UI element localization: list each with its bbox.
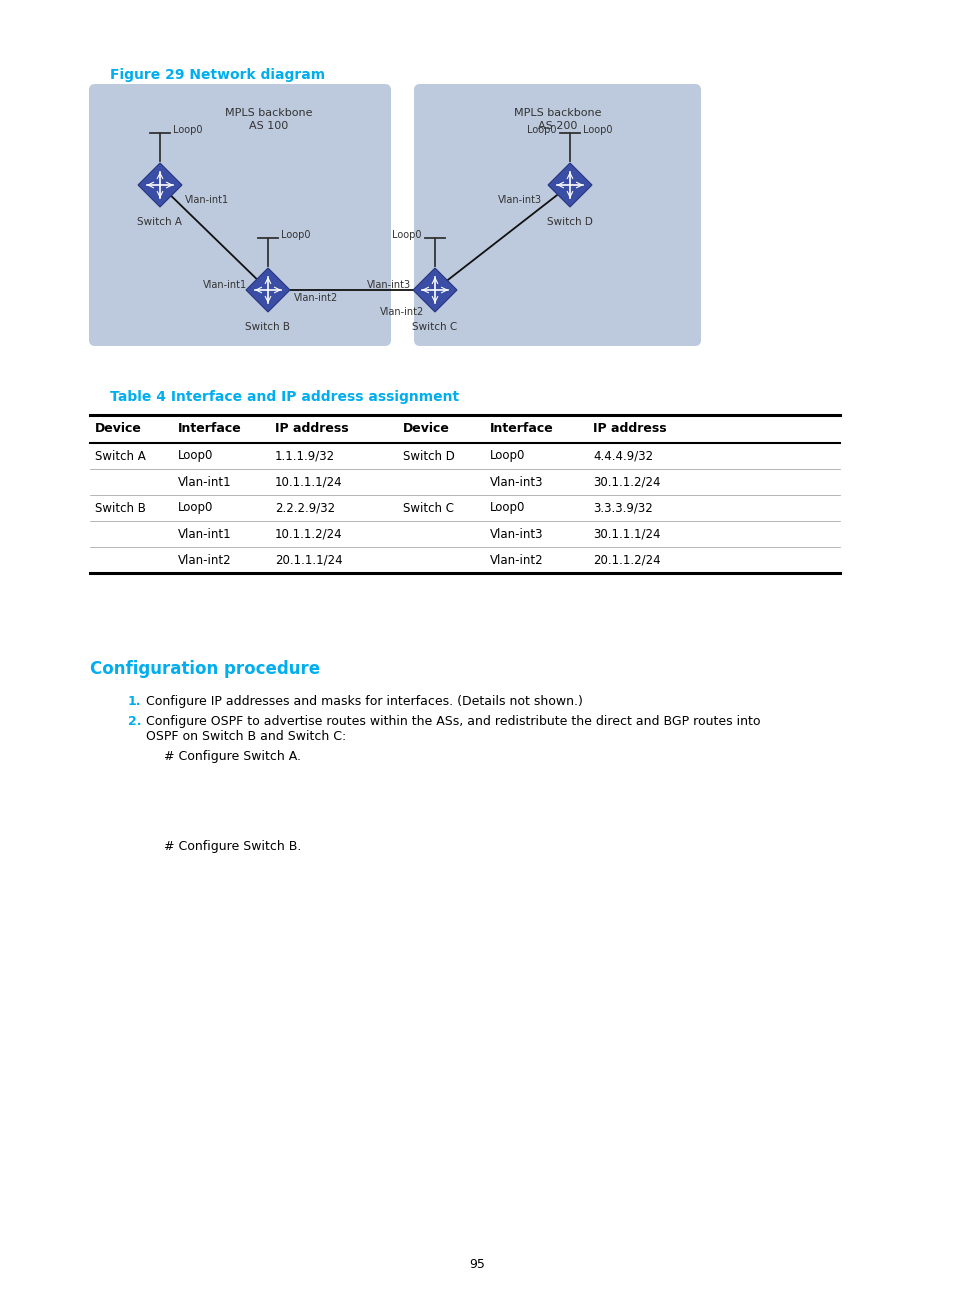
Text: Vlan-int1: Vlan-int1 [203, 280, 247, 290]
Text: 1.1.1.9/32: 1.1.1.9/32 [274, 450, 335, 463]
Text: Loop0: Loop0 [178, 450, 213, 463]
Text: IP address: IP address [274, 422, 348, 435]
Text: Vlan-int1: Vlan-int1 [178, 527, 232, 540]
Text: Loop0: Loop0 [178, 502, 213, 515]
Text: Loop0: Loop0 [490, 450, 525, 463]
Polygon shape [138, 163, 182, 207]
Text: 95: 95 [469, 1258, 484, 1271]
Text: Vlan-int3: Vlan-int3 [490, 527, 543, 540]
Text: Loop0: Loop0 [392, 229, 421, 240]
Text: Vlan-int2: Vlan-int2 [379, 307, 424, 318]
Text: Vlan-int3: Vlan-int3 [490, 476, 543, 489]
Text: IP address: IP address [593, 422, 666, 435]
FancyBboxPatch shape [89, 84, 391, 346]
Text: Vlan-int3: Vlan-int3 [497, 194, 541, 205]
Text: 4.4.4.9/32: 4.4.4.9/32 [593, 450, 653, 463]
Text: 20.1.1.2/24: 20.1.1.2/24 [593, 553, 659, 566]
Text: 20.1.1.1/24: 20.1.1.1/24 [274, 553, 342, 566]
Text: Switch A: Switch A [95, 450, 146, 463]
Text: 3.3.3.9/32: 3.3.3.9/32 [593, 502, 652, 515]
Text: Device: Device [402, 422, 450, 435]
Text: Switch B: Switch B [245, 321, 291, 332]
Text: Switch C: Switch C [412, 321, 457, 332]
Text: Configuration procedure: Configuration procedure [90, 660, 320, 678]
Text: Vlan-int2: Vlan-int2 [178, 553, 232, 566]
Text: Interface: Interface [178, 422, 241, 435]
Text: Device: Device [95, 422, 142, 435]
Text: Vlan-int1: Vlan-int1 [185, 194, 229, 205]
Text: # Configure Switch A.: # Configure Switch A. [164, 750, 301, 763]
Text: Loop0: Loop0 [582, 124, 612, 135]
Text: MPLS backbone
AS 100: MPLS backbone AS 100 [225, 108, 313, 131]
FancyBboxPatch shape [414, 84, 700, 346]
Text: Vlan-int2: Vlan-int2 [490, 553, 543, 566]
Text: 30.1.1.2/24: 30.1.1.2/24 [593, 476, 659, 489]
Text: OSPF on Switch B and Switch C:: OSPF on Switch B and Switch C: [146, 730, 346, 743]
Text: Table 4 Interface and IP address assignment: Table 4 Interface and IP address assignm… [110, 390, 458, 404]
Text: Switch A: Switch A [137, 216, 182, 227]
Text: 1.: 1. [128, 695, 141, 708]
Text: Vlan-int3: Vlan-int3 [367, 280, 411, 290]
Polygon shape [547, 163, 592, 207]
Text: Switch B: Switch B [95, 502, 146, 515]
Text: Loop0: Loop0 [172, 124, 202, 135]
Text: Configure IP addresses and masks for interfaces. (Details not shown.): Configure IP addresses and masks for int… [146, 695, 582, 708]
Text: Configure OSPF to advertise routes within the ASs, and redistribute the direct a: Configure OSPF to advertise routes withi… [146, 715, 760, 728]
Text: 2.2.2.9/32: 2.2.2.9/32 [274, 502, 335, 515]
Text: Figure 29 Network diagram: Figure 29 Network diagram [110, 67, 325, 82]
Text: 2.: 2. [128, 715, 141, 728]
Text: Interface: Interface [490, 422, 553, 435]
Polygon shape [413, 268, 456, 312]
Text: Switch C: Switch C [402, 502, 454, 515]
Text: 30.1.1.1/24: 30.1.1.1/24 [593, 527, 659, 540]
Text: Switch D: Switch D [546, 216, 593, 227]
Text: Vlan-int2: Vlan-int2 [294, 293, 338, 303]
Polygon shape [246, 268, 290, 312]
Text: Loop0: Loop0 [527, 124, 557, 135]
Text: Loop0: Loop0 [281, 229, 310, 240]
Text: # Configure Switch B.: # Configure Switch B. [164, 840, 301, 853]
Text: Vlan-int1: Vlan-int1 [178, 476, 232, 489]
Text: 10.1.1.1/24: 10.1.1.1/24 [274, 476, 342, 489]
Text: Switch D: Switch D [402, 450, 455, 463]
Text: MPLS backbone
AS 200: MPLS backbone AS 200 [514, 108, 600, 131]
Text: Loop0: Loop0 [490, 502, 525, 515]
Text: 10.1.1.2/24: 10.1.1.2/24 [274, 527, 342, 540]
